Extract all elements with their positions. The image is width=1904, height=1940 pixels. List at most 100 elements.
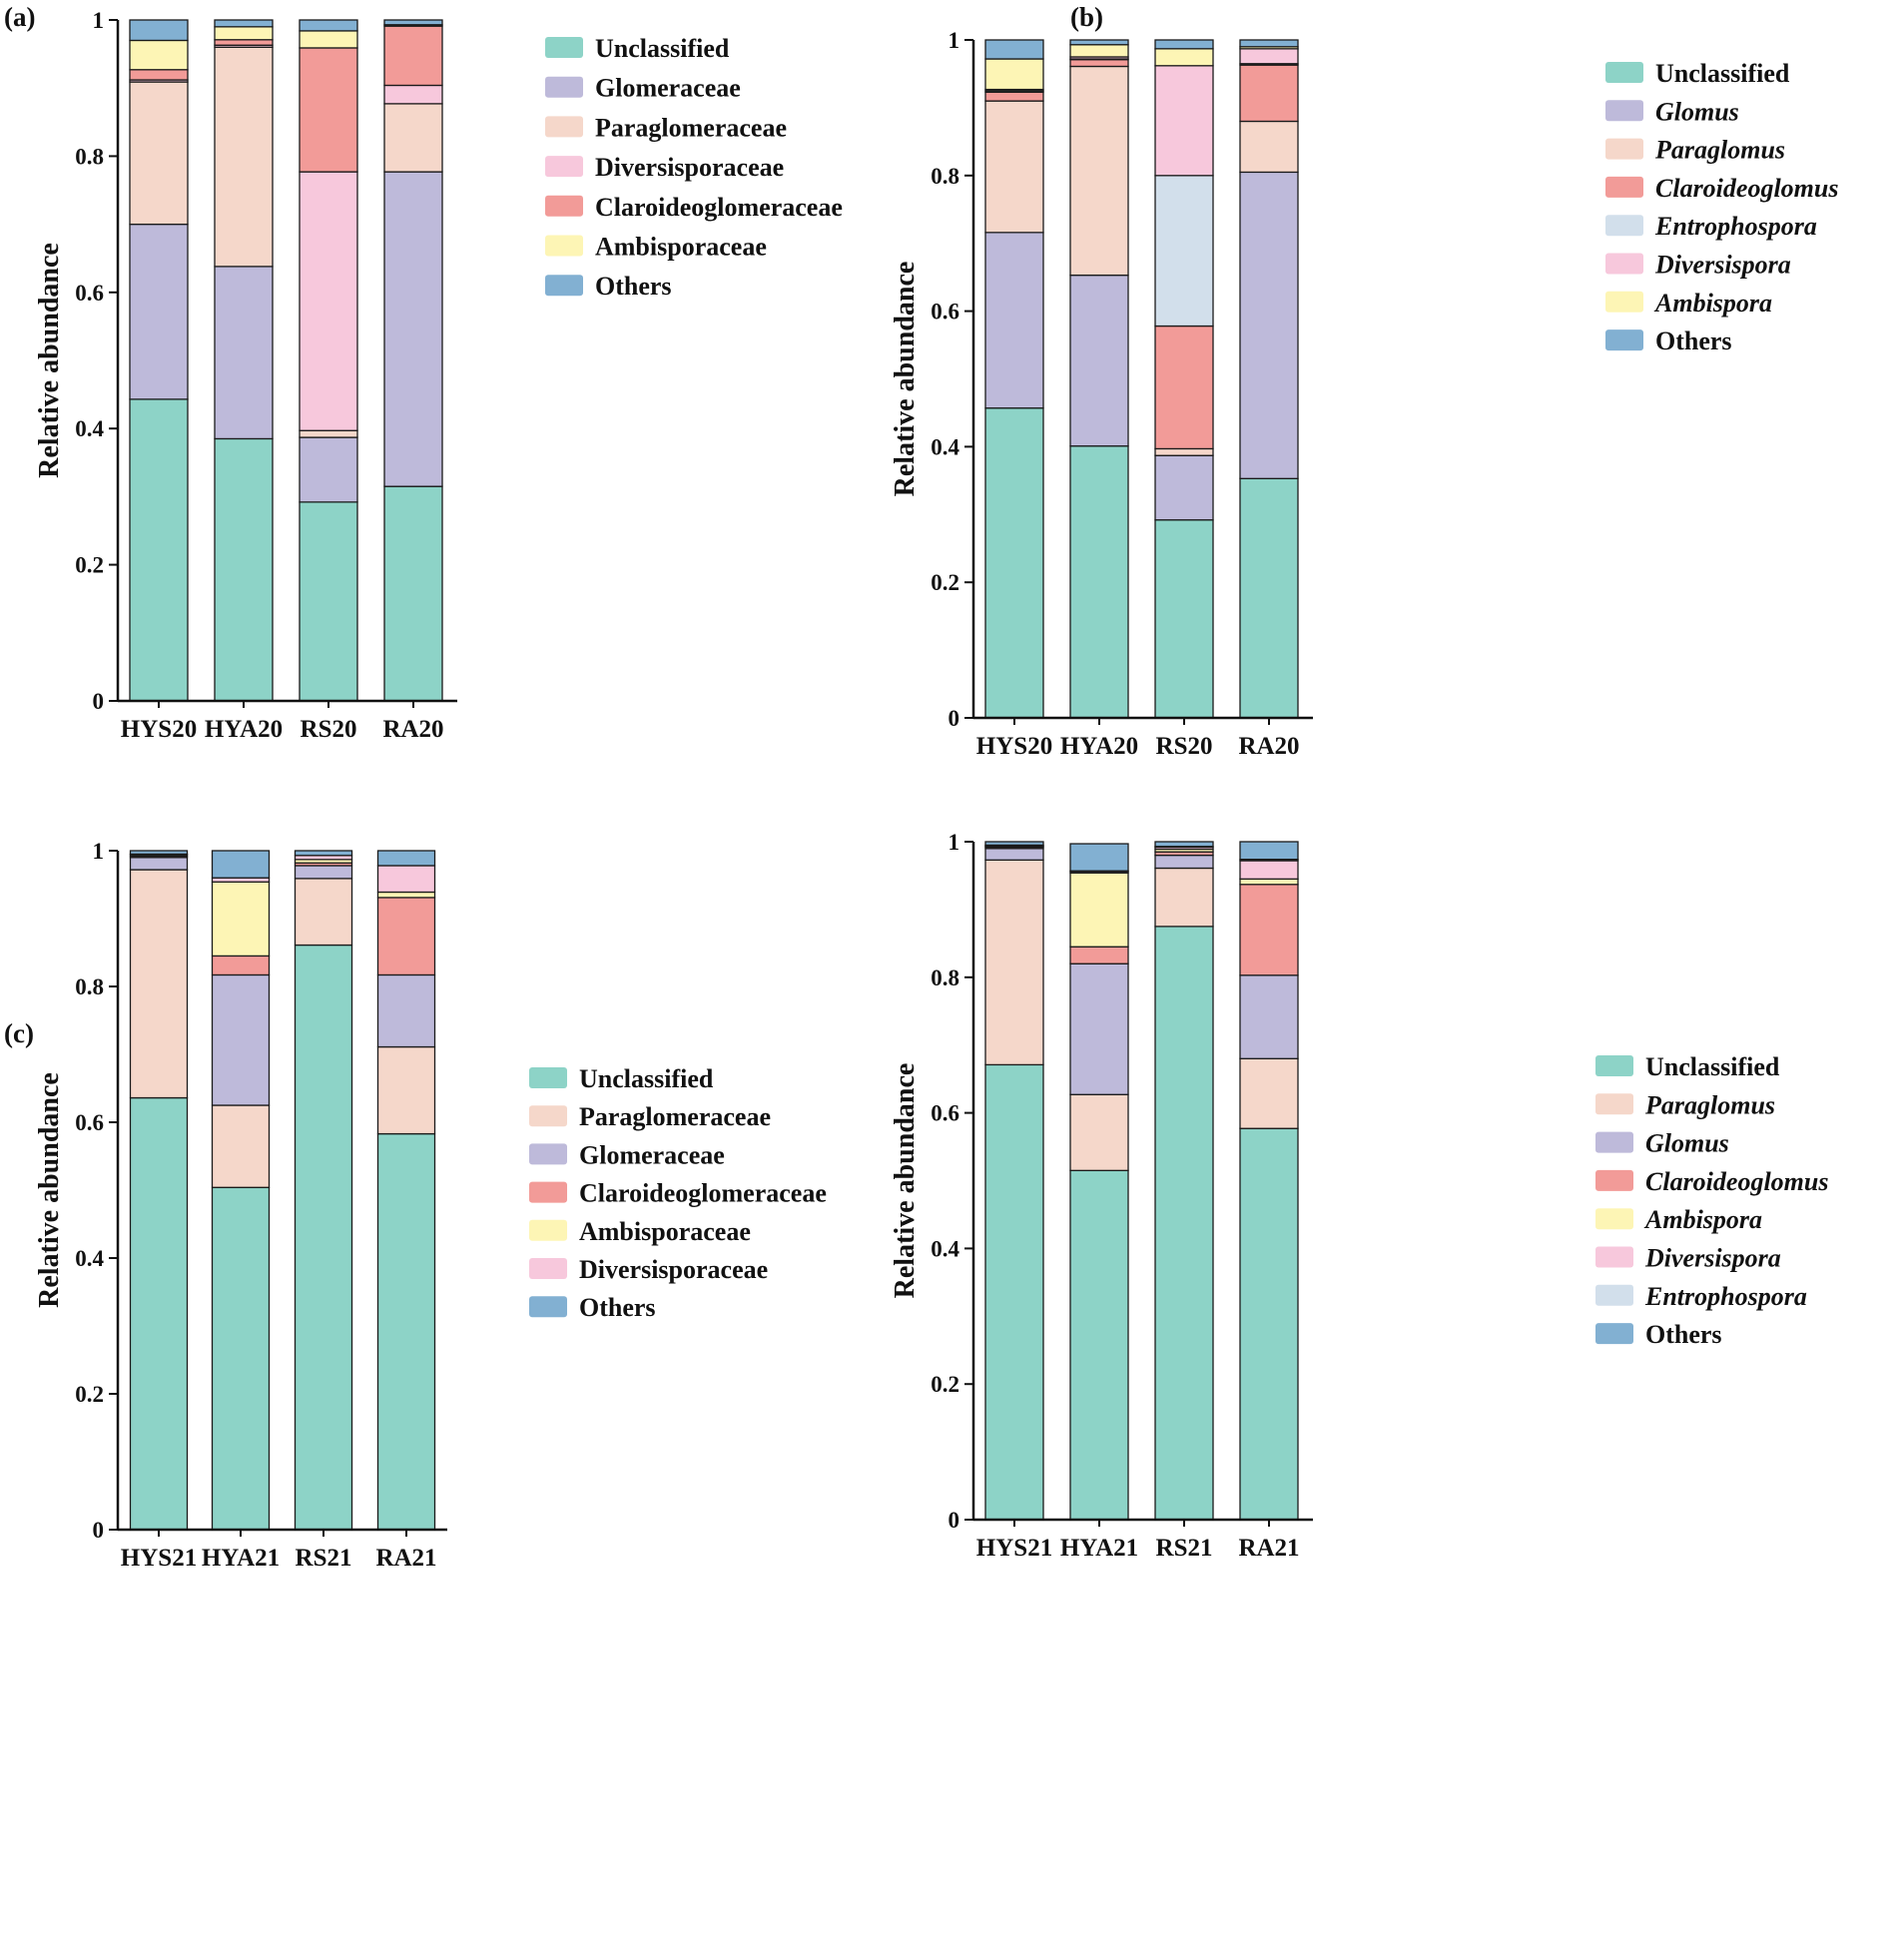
x-tick-label: HYA21 (1060, 1535, 1138, 1562)
legend-label: Glomeraceae (579, 1140, 725, 1169)
bar-segment (1069, 872, 1129, 948)
bar-segment (1154, 324, 1214, 450)
bar-segment (299, 501, 358, 702)
y-tick-label: 0.2 (931, 1372, 959, 1397)
x-tick-label: RS20 (1156, 733, 1213, 760)
legend-swatch (545, 195, 583, 217)
y-tick-label: 0 (949, 706, 960, 731)
legend-swatch (545, 116, 583, 138)
bar-segment (383, 171, 443, 487)
bar-segment (984, 859, 1044, 1066)
legend-label: Diversisporaceae (595, 153, 784, 182)
x-tick-label: HYA21 (202, 1545, 280, 1572)
bar-segment (211, 1104, 271, 1188)
bar-segment (294, 944, 353, 1531)
y-tick-label: 1 (93, 839, 105, 864)
bar-segment (299, 436, 358, 503)
y-tick-label: 0.8 (75, 974, 104, 999)
legend-label: Glomus (1655, 97, 1739, 126)
bar-segment (1239, 974, 1299, 1059)
bar-segment (129, 869, 189, 1099)
bar-segment (211, 881, 271, 958)
panel-label: (c) (4, 1018, 34, 1048)
y-tick-label: 0.4 (931, 1236, 959, 1261)
legend-label: Unclassified (595, 34, 730, 63)
y-tick-label: 1 (93, 8, 105, 33)
bar-segment (1069, 843, 1129, 872)
bar-segment (1154, 841, 1214, 848)
legend-swatch (529, 1181, 567, 1203)
legend-label: Ambisporaceae (595, 233, 767, 262)
bar-segment (376, 891, 436, 899)
legend-label: Paraglomus (1644, 1090, 1775, 1119)
legend-swatch (545, 235, 583, 257)
y-tick-label: 0.6 (75, 281, 104, 306)
legend-swatch (1605, 100, 1643, 122)
bar-segment (984, 91, 1044, 102)
bar-segment (129, 19, 189, 42)
legend-label: Entrophospora (1644, 1282, 1807, 1311)
bar-segment (1154, 867, 1214, 928)
bar-segment (1069, 39, 1129, 46)
bar-segment (984, 407, 1044, 719)
y-tick-label: 0.2 (931, 570, 959, 595)
bar-segment (984, 848, 1044, 861)
legend-label: Ambisporaceae (579, 1217, 751, 1246)
legend-label: Unclassified (1645, 1052, 1780, 1081)
bar-segment (376, 1132, 436, 1531)
bar-segment (383, 19, 443, 26)
legend-swatch (529, 1258, 567, 1279)
y-tick-label: 0.6 (931, 300, 959, 324)
legend-swatch (1605, 253, 1643, 275)
legend-label: Claroideoglomeraceae (579, 1179, 827, 1208)
bar-segment (299, 171, 358, 431)
legend-label: Glomeraceae (595, 74, 741, 103)
bar-segment (1069, 44, 1129, 58)
bar-segment (211, 1186, 271, 1531)
legend-label: Ambispora (1643, 1205, 1762, 1234)
bar-segment (1154, 65, 1214, 177)
legend-label: Entrophospora (1654, 212, 1817, 241)
bar-segment (129, 857, 189, 871)
bar-segment (376, 865, 436, 894)
bar-segment (1069, 274, 1129, 447)
bar-segment (383, 485, 443, 702)
bar-segment (214, 39, 274, 46)
bar-segment (299, 19, 358, 32)
bar-segment (1069, 946, 1129, 965)
legend-label: Glomus (1645, 1129, 1729, 1158)
panel-label: (b) (1070, 2, 1103, 32)
bar-segment (294, 850, 353, 857)
legend-swatch (1605, 62, 1643, 83)
bar-segment (376, 1045, 436, 1135)
bar-segment (984, 58, 1044, 91)
y-axis-label: Relative abundance (34, 243, 65, 478)
bar-segment (1239, 841, 1299, 861)
y-tick-label: 0 (949, 1508, 960, 1533)
bar-segment (1154, 48, 1214, 67)
bar-segment (299, 47, 358, 173)
bar-segment (984, 841, 1044, 847)
bar-segment (383, 84, 443, 105)
legend-swatch (1605, 138, 1643, 160)
legend-label: Paraglomus (1654, 136, 1785, 165)
x-tick-label: RA21 (1238, 1535, 1299, 1562)
legend-label: Claroideoglomus (1645, 1167, 1828, 1196)
bar-segment (129, 1096, 189, 1531)
bar-segment (1239, 477, 1299, 719)
legend-label: Paraglomeraceae (595, 113, 787, 142)
legend-swatch (1605, 291, 1643, 313)
bar-segment (984, 39, 1044, 60)
bar-segment (383, 25, 443, 87)
x-tick-label: RS20 (301, 716, 357, 743)
legend-swatch (1595, 1055, 1633, 1076)
bar-segment (1239, 48, 1299, 65)
y-tick-label: 0.4 (931, 434, 959, 459)
bar-segment (214, 46, 274, 268)
x-tick-label: HYS21 (976, 1535, 1052, 1562)
bar-segment (376, 973, 436, 1048)
bar-segment (1069, 963, 1129, 1095)
x-tick-label: RS21 (296, 1545, 352, 1572)
bar-segment (1069, 445, 1129, 719)
legend-swatch (529, 1105, 567, 1127)
